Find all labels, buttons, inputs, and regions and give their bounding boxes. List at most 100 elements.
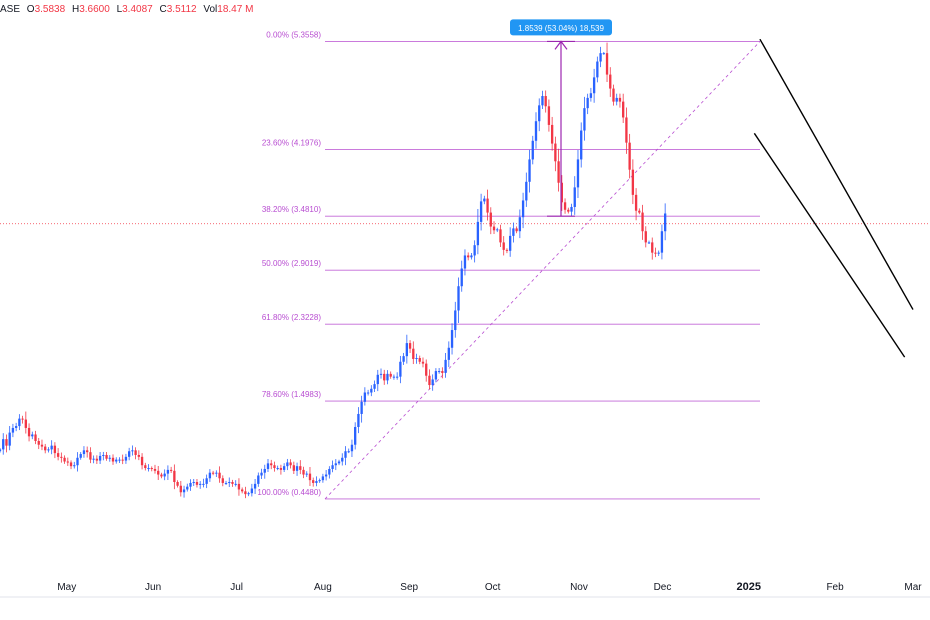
candle-body-98 — [315, 481, 318, 483]
candle-body-122 — [392, 376, 396, 378]
candle-body-57 — [182, 489, 186, 493]
candle-body-126 — [405, 343, 409, 357]
candle-body-78 — [250, 488, 254, 494]
candle-body-196 — [631, 169, 635, 195]
candle-body-137 — [441, 371, 444, 373]
candle-body-186 — [599, 53, 602, 62]
candle-body-194 — [625, 117, 628, 143]
candle-body-53 — [169, 469, 173, 471]
fib-level-label-3: 50.00% (2.9019) — [262, 259, 321, 268]
candle-body-82 — [263, 468, 266, 473]
candle-body-114 — [366, 392, 370, 394]
candle-body-165 — [531, 140, 534, 160]
candle-body-94 — [302, 469, 305, 475]
candle-body-183 — [589, 93, 593, 98]
candle-body-107 — [344, 451, 347, 458]
candle-body-72 — [231, 482, 234, 484]
candle-body-29 — [92, 458, 95, 460]
candle-body-0 — [0, 449, 2, 452]
low-label: L — [116, 4, 123, 15]
candle-body-44 — [140, 456, 144, 466]
candle-body-97 — [312, 480, 315, 483]
candle-body-121 — [389, 373, 392, 377]
candle-body-89 — [286, 462, 289, 467]
candle-body-136 — [437, 371, 441, 373]
candle-body-26 — [82, 450, 86, 455]
candle-body-155 — [499, 229, 502, 243]
candle-body-115 — [370, 388, 373, 393]
candle-body-92 — [295, 466, 299, 471]
candle-body-138 — [444, 359, 447, 373]
candle-body-119 — [383, 373, 386, 381]
candle-body-84 — [270, 463, 273, 466]
fib-level-label-2: 38.20% (3.4810) — [262, 205, 321, 214]
candle-body-141 — [454, 310, 457, 331]
fib-level-label-4: 61.80% (2.3228) — [262, 313, 321, 322]
candle-body-85 — [273, 465, 276, 469]
candle-body-104 — [334, 463, 337, 466]
candle-body-93 — [299, 466, 302, 470]
candle-body-45 — [144, 465, 147, 469]
fib-level-label-0: 0.00% (5.3558) — [266, 30, 321, 39]
candle-body-6 — [18, 418, 21, 427]
x-axis-label-5: Oct — [485, 582, 501, 593]
candle-body-31 — [98, 455, 102, 461]
candle-body-142 — [457, 286, 460, 311]
candle-body-67 — [215, 472, 218, 474]
candle-body-40 — [127, 451, 131, 457]
candle-body-149 — [479, 201, 483, 222]
candle-body-147 — [473, 245, 476, 256]
candle-body-200 — [644, 231, 647, 243]
candle-body-168 — [541, 96, 544, 106]
fib-level-label-5: 78.60% (1.4983) — [262, 390, 321, 399]
candle-body-128 — [412, 348, 415, 359]
candle-body-47 — [150, 468, 153, 470]
open-value: 3.5838 — [34, 4, 66, 15]
candle-body-76 — [244, 491, 247, 495]
candle-body-163 — [525, 181, 528, 201]
candle-body-180 — [580, 130, 583, 160]
candle-body-62 — [199, 483, 202, 485]
candle-body-64 — [205, 478, 208, 484]
x-axis-label-1: Jun — [145, 582, 161, 593]
candle-body-3 — [8, 432, 11, 446]
channel-line-0 — [759, 38, 914, 310]
candle-body-135 — [434, 371, 438, 380]
candle-body-166 — [534, 121, 538, 141]
candle-body-99 — [318, 480, 321, 482]
ohlc-header: ASE O3.5838 H3.6600 L3.4087 C3.5112 Vol1… — [0, 4, 253, 15]
candle-body-164 — [528, 159, 531, 182]
candle-body-90 — [289, 462, 292, 466]
candle-body-157 — [505, 249, 509, 251]
candle-body-139 — [447, 347, 450, 360]
volume-value: 18.47 M — [217, 4, 254, 15]
x-axis-label-2: Jul — [230, 582, 243, 593]
candle-body-30 — [95, 458, 99, 461]
candle-body-152 — [489, 212, 492, 227]
candle-body-48 — [153, 468, 157, 471]
candle-body-7 — [21, 418, 24, 420]
candle-body-118 — [379, 373, 383, 375]
candle-body-175 — [563, 202, 567, 210]
candle-body-88 — [282, 466, 286, 470]
candle-body-21 — [66, 461, 69, 463]
high-label: H — [71, 4, 80, 15]
candle-body-160 — [515, 228, 518, 232]
candle-body-37 — [118, 459, 121, 461]
candle-body-42 — [134, 450, 137, 455]
x-axis-label-10: Mar — [904, 582, 922, 593]
candle-body-179 — [576, 159, 580, 188]
candle-body-134 — [431, 379, 434, 386]
candle-body-159 — [512, 228, 515, 236]
candle-body-87 — [279, 468, 283, 470]
candle-body-17 — [53, 445, 57, 454]
candle-body-151 — [486, 198, 489, 213]
candle-body-154 — [496, 229, 499, 231]
candle-body-12 — [37, 440, 40, 445]
x-axis-label-3: Aug — [314, 582, 332, 593]
candle-body-56 — [179, 485, 182, 493]
candle-body-36 — [115, 459, 118, 462]
candle-body-177 — [570, 206, 573, 212]
